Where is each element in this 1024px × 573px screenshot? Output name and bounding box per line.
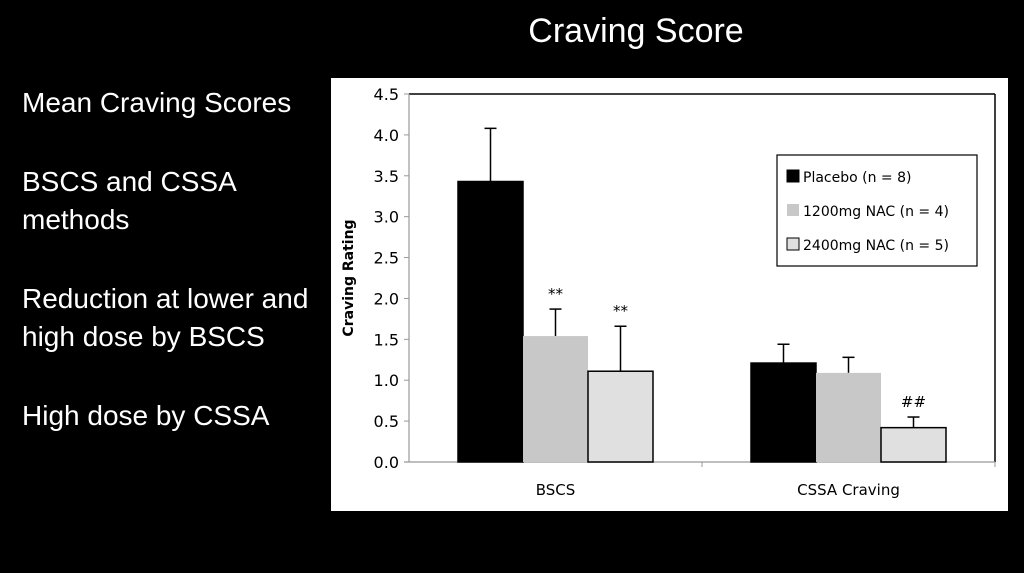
legend xyxy=(776,154,978,267)
chart-panel: 0.0 0.5 1.0 1.5 2.0 2.5 3.0 3.5 4.0 4.5 Craving Ra… xyxy=(331,78,1008,511)
y-tick-label: 2.0 xyxy=(374,289,399,308)
legend-label: 2400mg NAC (n = 5) xyxy=(803,238,949,254)
slide-title: Craving Score xyxy=(528,12,744,50)
y-tick-label: 3.0 xyxy=(374,208,399,227)
y-tick-label: 0.0 xyxy=(374,453,399,472)
x-tick-label: BSCS xyxy=(536,481,576,499)
bar-chart: 0.0 0.5 1.0 1.5 2.0 2.5 3.0 3.5 4.0 4.5 Craving Ra… xyxy=(341,85,996,499)
bullet-list: Mean Craving Scores BSCS and CSSA method… xyxy=(22,84,322,476)
significance-label: ## xyxy=(901,393,926,411)
y-tick-label: 4.5 xyxy=(374,85,399,104)
bar xyxy=(880,426,947,463)
bar xyxy=(457,180,524,463)
bullet-item: Mean Craving Scores xyxy=(22,87,292,118)
legend-label: Placebo (n = 8) xyxy=(803,170,911,186)
y-tick-label: 4.0 xyxy=(374,126,399,145)
y-tick-label: 1.0 xyxy=(374,371,399,390)
significance-label: ** xyxy=(548,285,564,303)
bar xyxy=(587,370,654,463)
significance-label: ** xyxy=(613,302,629,320)
legend-swatch xyxy=(786,169,800,183)
x-tick-label: CSSA Craving xyxy=(797,481,900,499)
legend-label: 1200mg NAC (n = 4) xyxy=(803,204,949,220)
legend-swatch xyxy=(786,237,800,251)
y-axis-label: Craving Rating xyxy=(341,219,357,336)
bar xyxy=(816,372,881,462)
y-tick-label: 3.5 xyxy=(374,167,399,186)
legend-swatch xyxy=(787,204,799,216)
bar xyxy=(750,362,817,463)
y-tick-label: 0.5 xyxy=(374,412,399,431)
bar xyxy=(523,336,588,462)
bullet-item: High dose by CSSA xyxy=(22,400,270,431)
bullet-item: BSCS and CSSA methods xyxy=(22,166,236,235)
y-tick-label: 2.5 xyxy=(374,249,399,268)
bullet-item: Reduction at lower and high dose by BSCS xyxy=(22,283,309,352)
y-tick-label: 1.5 xyxy=(374,330,399,349)
